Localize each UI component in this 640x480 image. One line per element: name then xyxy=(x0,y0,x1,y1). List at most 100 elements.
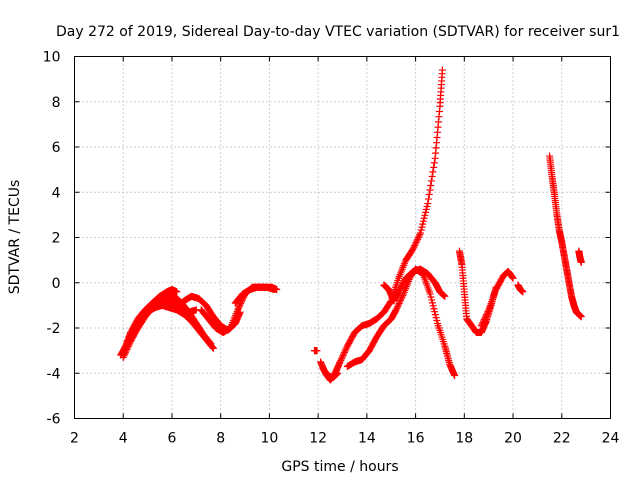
data-point xyxy=(273,286,281,294)
y-tick-label: -2 xyxy=(47,321,61,337)
data-point xyxy=(477,322,485,330)
y-axis-label: SDTVAR / TECUs xyxy=(7,180,23,295)
y-tick-label: -4 xyxy=(47,366,61,382)
data-point xyxy=(413,237,421,245)
data-point xyxy=(122,347,130,355)
data-point xyxy=(419,217,427,225)
data-point xyxy=(341,347,349,355)
data-point xyxy=(409,245,417,253)
data-point xyxy=(451,372,459,380)
data-point xyxy=(206,339,214,347)
data-point xyxy=(479,319,487,327)
x-tick-label: 20 xyxy=(504,431,522,447)
x-axis-label: GPS time / hours xyxy=(281,459,398,475)
data-point xyxy=(124,344,132,352)
data-point xyxy=(235,303,243,311)
data-point xyxy=(483,309,491,317)
data-point xyxy=(427,293,435,301)
data-point xyxy=(482,312,490,320)
plot-frame xyxy=(74,56,611,419)
data-point xyxy=(421,211,429,219)
data-point xyxy=(337,356,345,364)
data-point xyxy=(393,304,401,312)
x-tick-label: 2 xyxy=(70,431,79,447)
data-point xyxy=(426,186,434,194)
data-point xyxy=(422,205,430,213)
data-point xyxy=(340,350,348,358)
data-point xyxy=(120,352,128,360)
series-arc-16 xyxy=(514,281,527,296)
series-arc-11 xyxy=(319,365,342,382)
data-point xyxy=(414,235,422,243)
data-point xyxy=(336,358,344,366)
data-point xyxy=(417,226,425,234)
data-point xyxy=(480,315,488,323)
data-point xyxy=(420,214,428,222)
data-point xyxy=(441,292,449,300)
data-point xyxy=(234,304,242,312)
data-point xyxy=(416,231,424,239)
series-arc-05 xyxy=(156,290,215,348)
data-point xyxy=(342,345,350,353)
data-point xyxy=(430,159,438,167)
x-tick-label: 6 xyxy=(167,431,176,447)
data-point xyxy=(209,344,217,352)
data-point xyxy=(340,348,348,356)
data-point xyxy=(423,203,431,211)
data-point xyxy=(394,303,402,311)
data-point xyxy=(338,353,346,361)
y-tick-label: -6 xyxy=(47,412,61,428)
data-point xyxy=(415,232,423,240)
data-point xyxy=(429,302,437,310)
x-tick-label: 16 xyxy=(407,431,425,447)
data-point xyxy=(334,369,342,377)
data-point xyxy=(438,66,446,74)
y-tick-label: 2 xyxy=(52,231,61,247)
data-point xyxy=(428,296,436,304)
x-tick-label: 22 xyxy=(553,431,571,447)
data-point xyxy=(519,288,527,296)
data-point xyxy=(392,306,400,314)
data-point xyxy=(425,195,433,203)
data-point xyxy=(234,306,242,314)
data-point xyxy=(339,352,347,360)
x-tick-label: 10 xyxy=(260,431,278,447)
data-point xyxy=(416,229,424,237)
x-tick-label: 4 xyxy=(119,431,128,447)
data-point xyxy=(313,347,321,355)
x-tick-label: 14 xyxy=(358,431,376,447)
data-point xyxy=(419,220,427,228)
data-point xyxy=(426,290,434,298)
data-point xyxy=(414,234,422,242)
data-point xyxy=(173,288,181,296)
data-point xyxy=(398,293,406,301)
data-point xyxy=(343,344,351,352)
x-tick-label: 18 xyxy=(455,431,473,447)
data-point xyxy=(431,308,439,316)
data-point xyxy=(478,320,486,328)
data-point xyxy=(395,300,403,308)
data-point xyxy=(412,238,420,246)
data-point xyxy=(418,223,426,231)
data-point xyxy=(431,311,439,319)
data-point xyxy=(209,343,217,351)
data-point xyxy=(577,313,585,321)
y-tick-label: 10 xyxy=(43,50,61,66)
y-tick-label: 4 xyxy=(52,185,61,201)
data-point xyxy=(484,307,492,315)
data-point xyxy=(411,240,419,248)
data-point xyxy=(338,355,346,363)
x-tick-label: 12 xyxy=(309,431,327,447)
data-point xyxy=(481,314,489,322)
data-point xyxy=(397,295,405,303)
data-point xyxy=(427,181,435,189)
data-point xyxy=(121,349,129,357)
x-tick-label: 8 xyxy=(216,431,225,447)
data-point xyxy=(509,274,517,282)
data-point xyxy=(428,299,436,307)
series-arc-08 xyxy=(231,283,281,307)
data-point xyxy=(430,163,438,171)
data-point xyxy=(425,191,433,199)
